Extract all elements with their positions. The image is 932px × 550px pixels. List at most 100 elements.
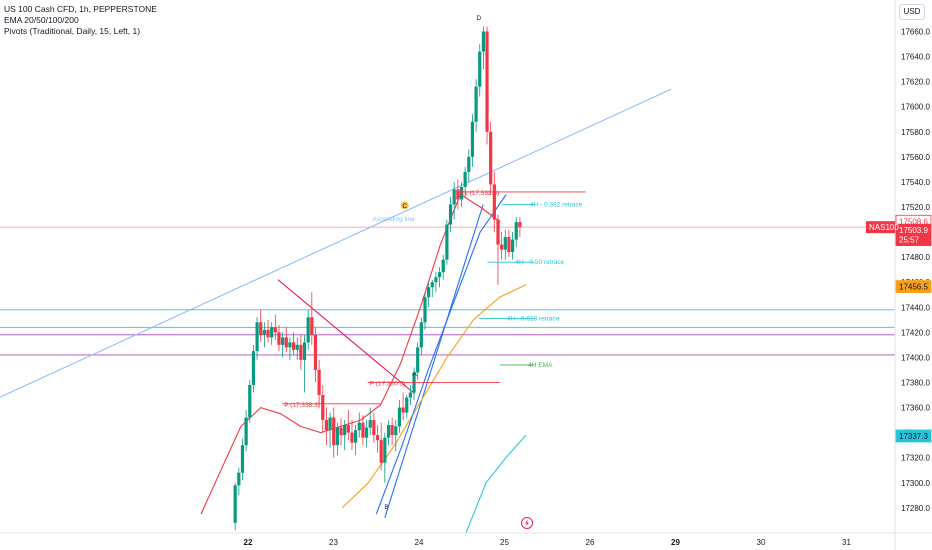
candle-body — [430, 282, 434, 288]
x-tick-label: 29 — [671, 538, 680, 547]
candle-body — [310, 317, 314, 335]
candle-body — [262, 329, 266, 335]
candle-body — [343, 425, 347, 436]
candle-body — [357, 422, 361, 431]
candle-body — [478, 51, 482, 87]
ema-indicator-label[interactable]: EMA 20/50/100/200 — [4, 15, 79, 25]
y-tick-label: 17280.0 — [901, 504, 930, 513]
candle-body — [281, 337, 285, 345]
candle-body — [474, 86, 478, 122]
candle — [379, 422, 383, 471]
candle — [357, 412, 361, 438]
candle — [259, 309, 263, 343]
price-badge-text: 17508.6 — [899, 217, 928, 226]
x-tick-label: 31 — [842, 538, 851, 547]
candle-body — [273, 327, 277, 333]
candle-body — [507, 237, 511, 253]
ema-20-line — [200, 193, 501, 515]
candle-body — [408, 392, 412, 398]
candle — [503, 229, 507, 260]
candle — [270, 322, 274, 345]
candle — [368, 407, 372, 436]
candle-body — [419, 322, 423, 348]
candle-body — [284, 337, 288, 348]
y-tick-label: 17520.0 — [901, 203, 930, 212]
price-badge: 17456.5 — [895, 280, 932, 293]
candle — [492, 171, 496, 233]
candle — [510, 232, 515, 260]
x-tick-label: 25 — [500, 538, 509, 547]
candle — [248, 379, 252, 423]
candle-body — [503, 237, 507, 250]
candle — [383, 432, 387, 483]
candle — [434, 272, 438, 293]
candle — [485, 26, 489, 145]
candle — [390, 417, 394, 446]
candle-body — [492, 184, 496, 220]
point-label: B — [384, 504, 388, 511]
y-tick-label: 17620.0 — [901, 78, 930, 87]
candle-body — [401, 407, 405, 413]
symbol-tag-bg — [866, 221, 895, 234]
candle-body — [500, 244, 504, 250]
price-badge-bg — [895, 429, 932, 443]
pivot-label: R1 (17,532.5) — [459, 190, 499, 197]
candle — [441, 254, 445, 280]
candle-body — [237, 472, 241, 486]
candle — [251, 344, 256, 393]
candle — [339, 417, 343, 446]
candle-body — [364, 427, 369, 438]
candle-body — [405, 397, 409, 413]
candle-body — [489, 131, 493, 185]
candle — [313, 327, 318, 383]
candle-body — [270, 327, 274, 338]
candle-body — [514, 222, 518, 240]
candle — [266, 319, 270, 343]
trendline — [0, 88, 672, 398]
candle-body — [372, 420, 376, 436]
flash-glyph — [525, 519, 529, 527]
candle — [255, 317, 259, 360]
candle-body — [354, 430, 358, 443]
candle-body — [518, 222, 522, 228]
ema-50-line — [341, 284, 527, 509]
candle-body — [510, 239, 515, 253]
pivots-indicator-label[interactable]: Pivots (Traditional, Daily, 15, Left, 1) — [4, 26, 141, 36]
candle-body — [350, 432, 354, 443]
price-badge: 25:57 — [895, 233, 932, 246]
candle-body — [361, 422, 365, 438]
candle — [332, 407, 336, 458]
candle-body — [496, 219, 500, 245]
candle — [328, 412, 332, 448]
y-tick-label: 17600.0 — [901, 103, 930, 112]
price-badge-bg — [895, 233, 932, 246]
candle-body — [277, 332, 281, 345]
candle-body — [390, 425, 394, 436]
y-tick-label: 17300.0 — [901, 479, 930, 488]
candle-body — [448, 204, 453, 225]
symbol-tag-text: NAS100 — [869, 223, 899, 232]
candle — [448, 196, 453, 233]
candle — [397, 400, 402, 433]
candle — [459, 181, 464, 207]
candle-body — [416, 347, 420, 373]
candle — [317, 359, 321, 408]
y-tick-label: 17480.0 — [901, 253, 930, 262]
candle — [273, 314, 277, 340]
currency-button[interactable]: USD — [899, 4, 925, 20]
candle-body — [328, 417, 332, 431]
candle-body — [456, 189, 460, 200]
y-tick-label: 17360.0 — [901, 404, 930, 413]
candle — [361, 415, 365, 446]
candle-body — [317, 369, 321, 396]
candle-body — [313, 334, 318, 370]
candle-body — [288, 342, 292, 348]
point-label: A — [413, 371, 418, 378]
candle — [456, 179, 460, 210]
candle-body — [302, 342, 307, 360]
candle — [306, 309, 310, 350]
y-tick-label: 17380.0 — [901, 378, 930, 387]
candle-body — [332, 417, 336, 446]
symbol-title: US 100 Cash CFD, 1h, PEPPERSTONE — [4, 4, 157, 14]
